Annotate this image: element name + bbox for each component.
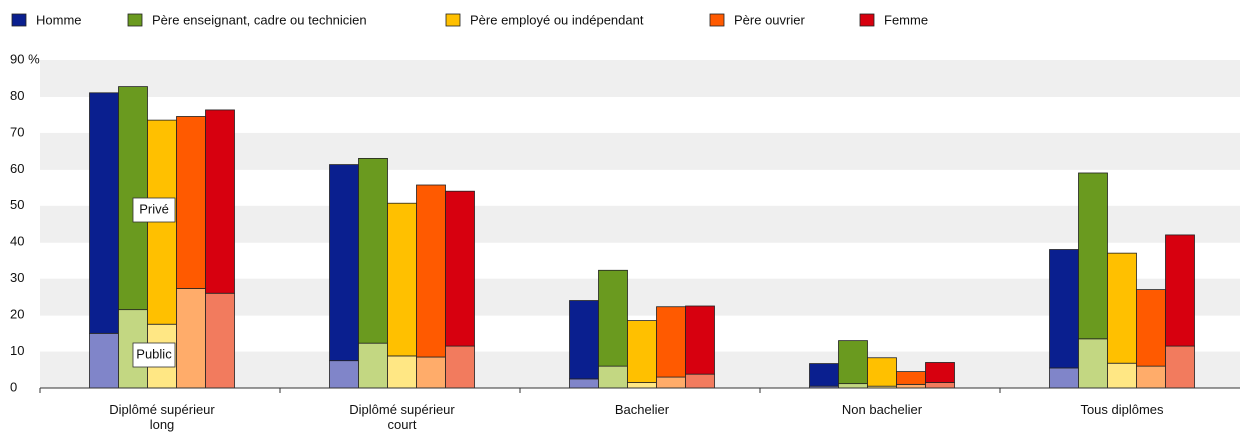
bar-public	[598, 365, 628, 389]
x-tick-label: Diplômé supérieur long	[109, 402, 215, 432]
bar-public	[358, 342, 388, 389]
grid-band	[40, 278, 1240, 316]
legend-label: Homme	[36, 12, 82, 27]
bar-private	[656, 306, 686, 378]
x-tick-label: Non bachelier	[841, 402, 923, 417]
bar-public	[1136, 365, 1166, 389]
bar-private	[176, 116, 206, 289]
bar-public	[896, 383, 926, 389]
legend-swatch	[127, 13, 143, 27]
legend-label: Père ouvrier	[734, 12, 805, 27]
annotation: Privé	[139, 201, 169, 216]
bar-public	[685, 373, 715, 389]
bar-private	[1049, 249, 1079, 369]
bar-private	[867, 357, 897, 387]
bar-private	[387, 202, 417, 357]
bar-public	[627, 382, 657, 389]
bar-public	[387, 355, 417, 389]
bar-private	[445, 190, 475, 347]
bar-private	[1165, 234, 1195, 347]
y-tick-label: 0	[10, 379, 17, 394]
x-tick-label: Tous diplômes	[1080, 402, 1164, 417]
bar-public	[838, 383, 868, 389]
y-tick-label: 10	[10, 343, 24, 358]
y-tick-label: 90 %	[10, 51, 40, 66]
bar-public	[329, 360, 359, 389]
y-tick-label: 40	[10, 234, 24, 249]
bar-public	[176, 288, 206, 389]
bar-private	[1136, 289, 1166, 367]
legend-swatch	[859, 13, 875, 27]
bar-private	[569, 300, 599, 380]
legend-swatch	[11, 13, 27, 27]
x-tick-label: Bachelier	[614, 402, 670, 417]
bar-private	[1107, 252, 1137, 364]
y-tick-label: 70	[10, 124, 24, 139]
bar-public	[925, 382, 955, 389]
x-tick-label: Diplômé supérieur court	[349, 402, 455, 432]
grid-band	[40, 60, 1240, 97]
bar-public	[89, 332, 119, 389]
bar-public	[1165, 345, 1195, 389]
y-tick-label: 20	[10, 307, 24, 322]
bar-private	[838, 340, 868, 385]
bar-private	[416, 184, 446, 358]
legend-swatch	[445, 13, 461, 27]
legend-label: Femme	[884, 12, 928, 27]
y-tick-label: 30	[10, 270, 24, 285]
bar-public	[416, 356, 446, 389]
bar-private	[685, 305, 715, 375]
bar-private	[329, 164, 359, 362]
bar-private	[809, 363, 839, 387]
grid-band	[40, 205, 1240, 243]
bar-private	[1078, 172, 1108, 340]
y-tick-label: 80	[10, 88, 24, 103]
bar-public	[445, 345, 475, 389]
annotation-box	[132, 197, 176, 223]
y-tick-label: 60	[10, 161, 24, 176]
bar-private	[598, 269, 628, 367]
bar-public	[569, 378, 599, 389]
y-tick-label: 50	[10, 197, 24, 212]
bar-public	[205, 292, 235, 389]
bar-private	[205, 109, 235, 294]
bar-public	[1049, 367, 1079, 389]
bar-private	[925, 362, 955, 383]
bar-private	[358, 157, 388, 344]
legend-label: Père enseignant, cadre ou technicien	[152, 12, 367, 27]
bar-public	[1107, 362, 1137, 389]
annotation: Public	[136, 346, 172, 361]
legend-swatch	[709, 13, 725, 27]
bar-public	[1078, 338, 1108, 389]
bar-private	[896, 371, 926, 385]
annotation-box	[132, 342, 176, 368]
grid-band	[40, 132, 1240, 170]
bar-private	[627, 320, 657, 383]
legend-label: Père employé ou indépendant	[470, 12, 644, 27]
bar-public	[656, 376, 686, 389]
bar-private	[89, 92, 119, 334]
